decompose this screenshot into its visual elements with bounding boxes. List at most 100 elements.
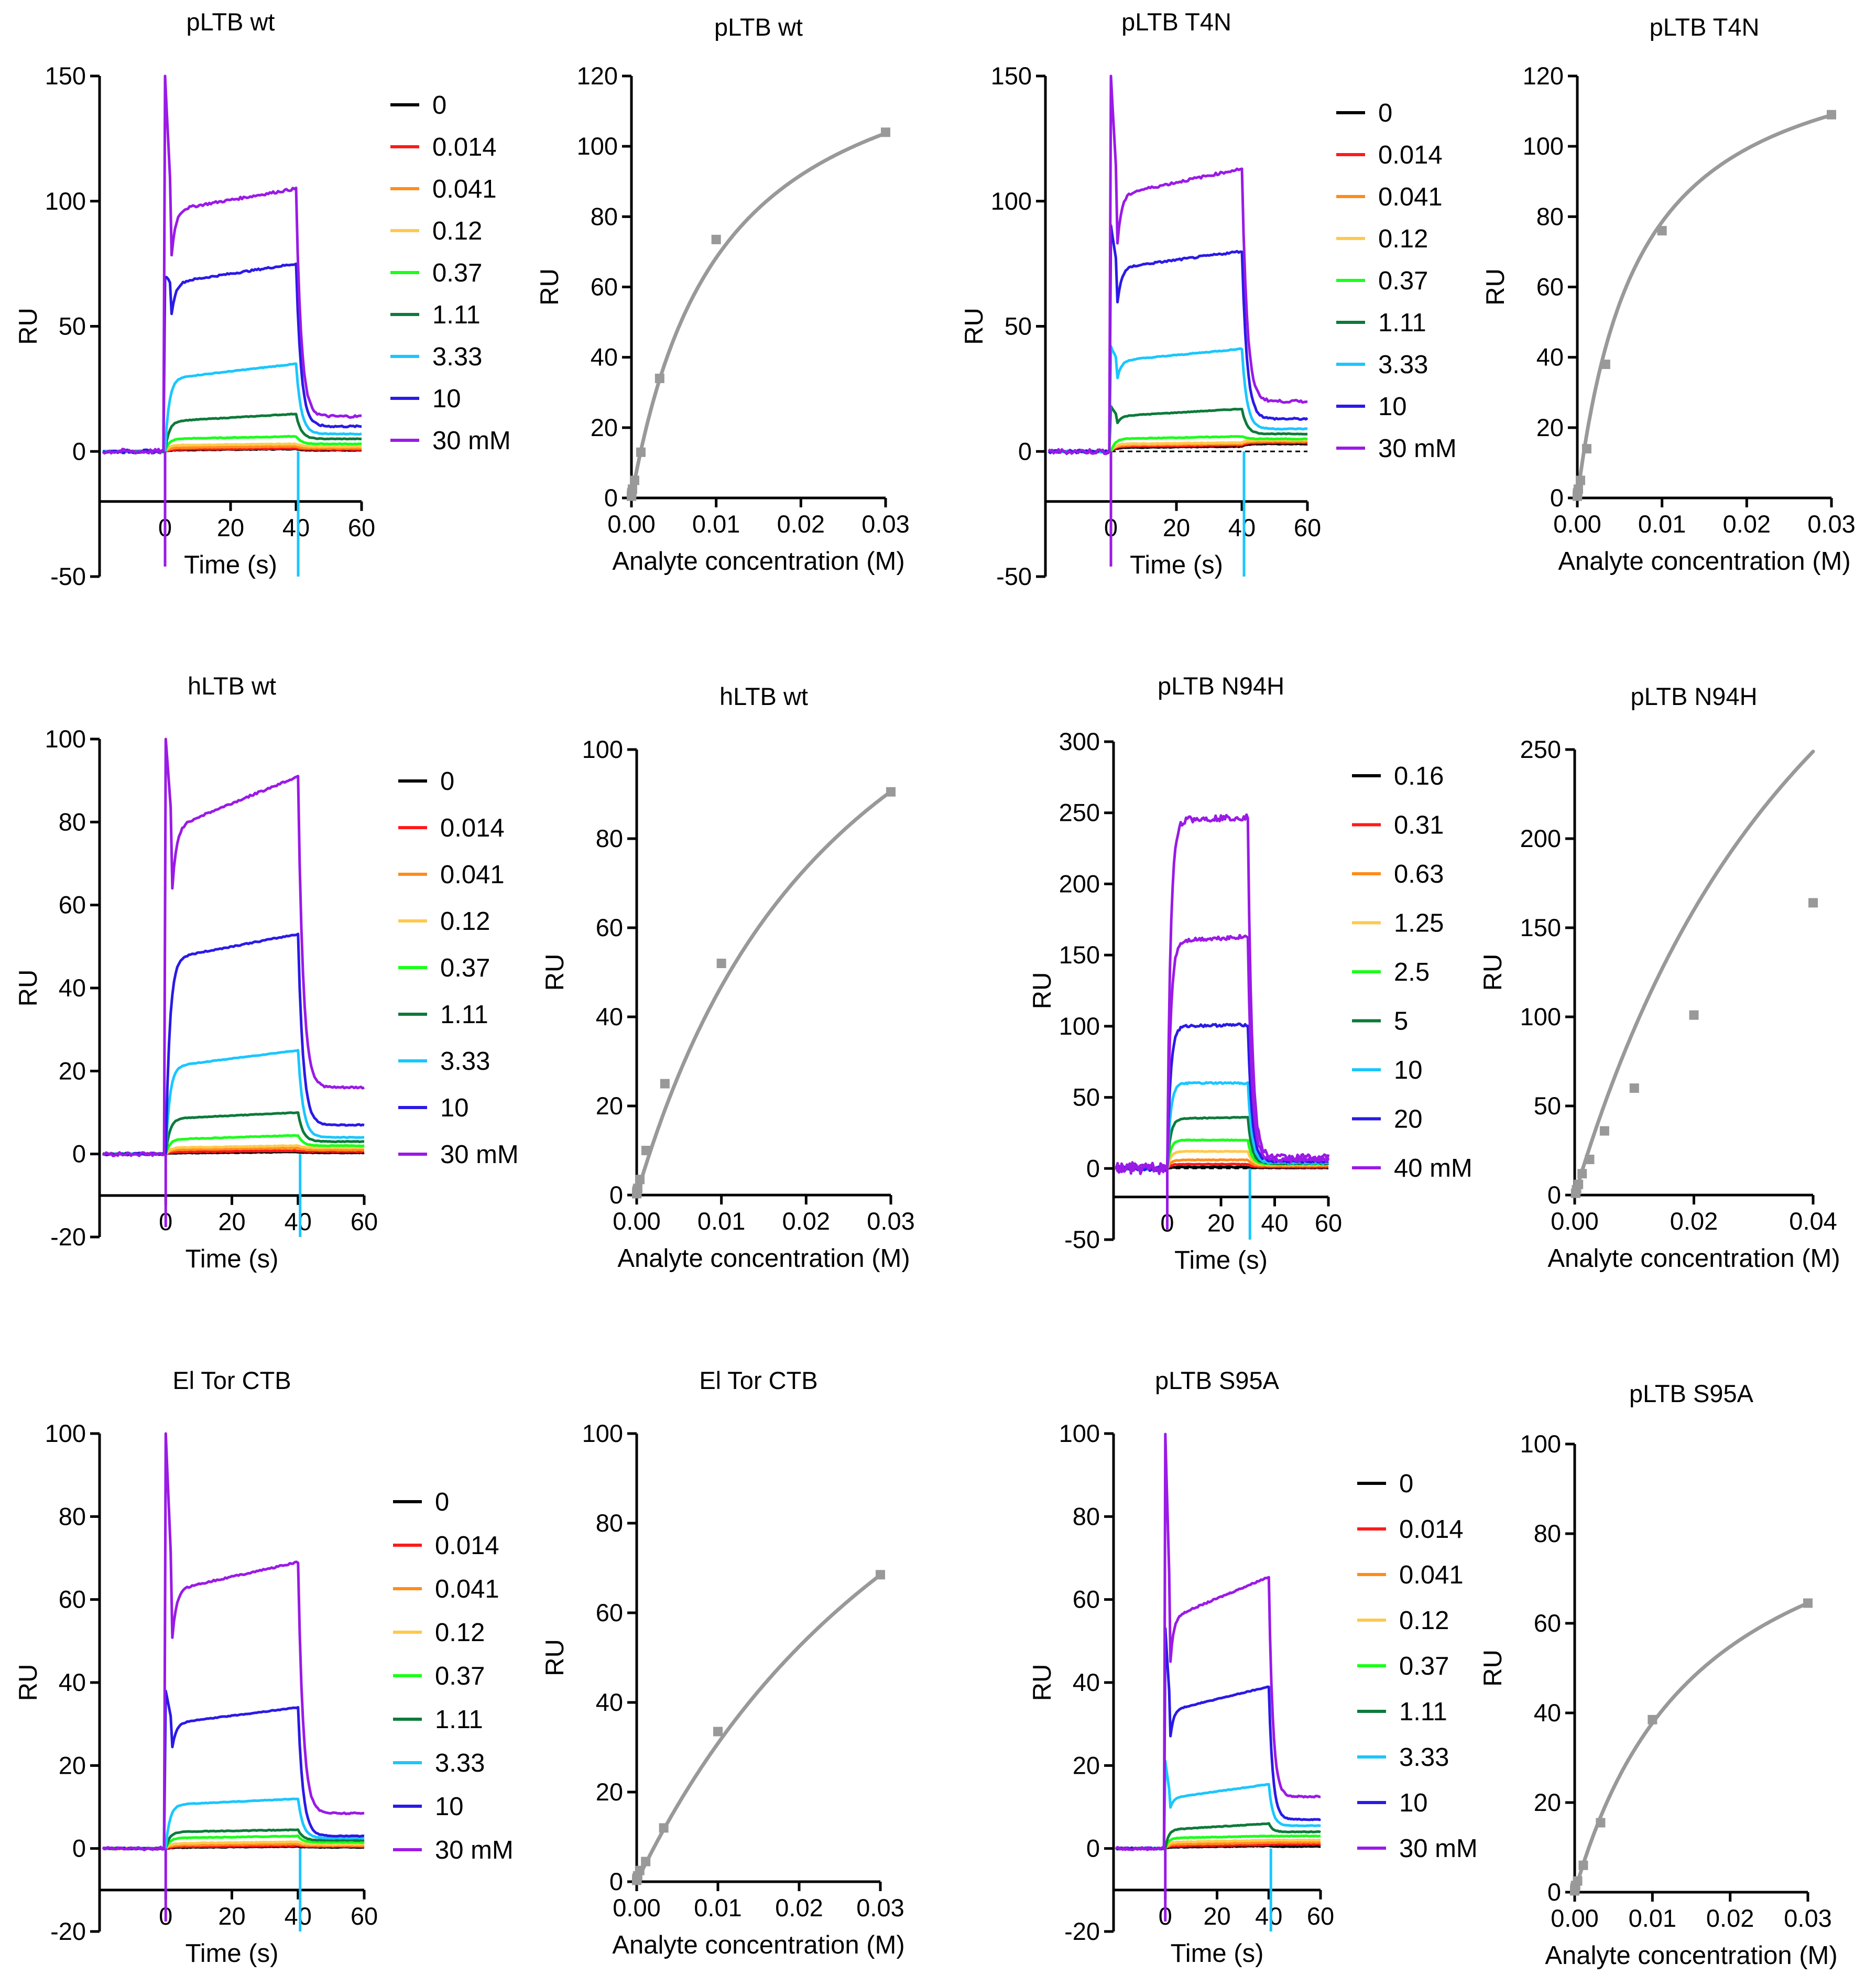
y-tick-label: 120 (1523, 62, 1564, 90)
legend-label: 0.041 (1399, 1561, 1464, 1589)
legend-label: 0 (1378, 99, 1392, 127)
sensorgram-trace (1115, 934, 1330, 1174)
data-point (1577, 1169, 1587, 1179)
x-tick-label: 20 (218, 1902, 245, 1930)
x-axis-label: Time (s) (1171, 1939, 1264, 1968)
x-tick-label: 0.00 (613, 1207, 660, 1235)
sensorgram-trace (103, 1689, 365, 1851)
y-axis-label: RU (536, 268, 564, 306)
data-point (876, 1570, 885, 1580)
y-tick-label: 0 (1547, 1878, 1561, 1906)
data-point (660, 1079, 670, 1089)
y-tick-label: 100 (45, 725, 86, 753)
data-point (641, 1857, 651, 1866)
legend-label: 3.33 (1399, 1743, 1449, 1772)
x-tick-label: 0.01 (1638, 510, 1686, 538)
y-tick-label: 20 (1534, 1788, 1561, 1816)
legend-label: 0.37 (440, 954, 490, 982)
fit-curve (1573, 1601, 1810, 1894)
data-point (1573, 1876, 1583, 1886)
data-point (641, 1146, 651, 1155)
legend-label: 30 mM (1378, 435, 1457, 463)
x-tick-label: 0.00 (1553, 510, 1601, 538)
data-point (1803, 1598, 1813, 1608)
y-tick-label: 150 (991, 62, 1032, 90)
y-tick-label: 40 (59, 974, 86, 1002)
panel-pLTB-wt-sensorgram: pLTB wt-500501001500204060Time (s)RU00.0… (14, 8, 511, 590)
data-point (1599, 1126, 1609, 1136)
y-tick-label: 20 (1073, 1751, 1100, 1779)
legend-label: 1.25 (1394, 909, 1444, 938)
x-axis-label: Analyte concentration (M) (1545, 1941, 1837, 1970)
sensorgram-trace (1115, 1432, 1321, 1851)
x-tick-label: 0.02 (1706, 1904, 1754, 1932)
legend-label: 0 (435, 1488, 449, 1516)
x-tick-label: 0.02 (1670, 1207, 1718, 1235)
data-point (632, 1184, 642, 1193)
x-tick-label: 0.02 (775, 1894, 823, 1922)
legend-label: 10 (1394, 1056, 1423, 1084)
y-tick-label: 60 (1534, 1609, 1561, 1637)
y-tick-label: 100 (577, 132, 618, 160)
legend-label: 20 (1394, 1105, 1423, 1134)
panel-pLTB-N94H-affinity: pLTB N94H 0 50 100 150 200 250 0.00 0.02 0.04 Anal… (1479, 682, 1840, 1273)
y-tick-label: 100 (582, 735, 623, 763)
panel-title: pLTB N94H (1630, 682, 1757, 710)
y-tick-label: 120 (577, 62, 618, 90)
y-tick-label: 80 (1536, 202, 1564, 230)
panel-pLTB-N94H-sensorgram: pLTB N94H-500501001502002503000204060Tim… (1028, 672, 1473, 1275)
panel-title: pLTB wt (714, 13, 803, 41)
x-tick-label: 0.03 (1784, 1904, 1831, 1932)
legend-label: 0.37 (432, 259, 482, 287)
fit-curve (635, 789, 893, 1197)
y-tick-label: -20 (50, 1223, 86, 1251)
legend-label: 1.11 (440, 1001, 488, 1029)
y-tick-label: 50 (1534, 1092, 1561, 1120)
legend-label: 3.33 (1378, 351, 1428, 379)
data-point (636, 447, 646, 457)
x-axis-label: Time (s) (186, 1939, 279, 1968)
legend-label: 0.37 (1378, 267, 1428, 295)
panel-title: El Tor CTB (172, 1366, 291, 1394)
data-point (1573, 484, 1583, 494)
y-tick-label: 60 (1073, 1586, 1100, 1613)
data-point (1657, 226, 1667, 236)
legend-label: 3.33 (432, 343, 482, 371)
panel-pLTB-T4N-affinity: pLTB T4N 0 20 40 60 80 100 120 0.00 0.01 0.02 0.03 A… (1481, 13, 1856, 576)
panel-title: pLTB wt (187, 8, 275, 36)
y-tick-label: 0 (72, 1140, 86, 1168)
y-axis-label: RU (1479, 954, 1507, 991)
panel-title: pLTB T4N (1121, 8, 1231, 36)
legend-label: 0.041 (1378, 183, 1443, 211)
data-point (716, 959, 726, 968)
y-tick-label: -20 (50, 1917, 86, 1945)
data-point (1585, 1155, 1595, 1164)
y-tick-label: 60 (1536, 273, 1564, 301)
data-point (659, 1823, 669, 1833)
data-point (881, 127, 890, 137)
y-tick-label: 0 (1547, 1181, 1561, 1209)
legend-label: 0.16 (1394, 762, 1444, 790)
sensorgram-trace (102, 932, 365, 1157)
y-tick-label: 20 (591, 414, 618, 441)
panel-title: El Tor CTB (699, 1366, 817, 1394)
legend-label: 1.11 (432, 301, 481, 329)
legend-label: 30 mM (432, 427, 511, 455)
legend-label: 3.33 (435, 1749, 485, 1777)
y-tick-label: 100 (45, 1419, 86, 1447)
y-axis-label: RU (1479, 1649, 1507, 1687)
panel-title: pLTB N94H (1158, 672, 1284, 700)
legend-label: 10 (432, 385, 461, 413)
legend-label: 0.014 (1399, 1515, 1464, 1544)
y-tick-label: 0 (1550, 484, 1564, 512)
y-tick-label: 40 (1536, 343, 1564, 371)
sensorgram-trace (1048, 224, 1308, 454)
y-tick-label: 40 (591, 343, 618, 371)
y-axis-label: RU (1481, 268, 1510, 306)
x-tick-label: 40 (285, 1208, 312, 1235)
y-tick-label: 150 (1520, 914, 1561, 941)
x-tick-label: 0.00 (1551, 1207, 1598, 1235)
legend-label: 10 (1378, 393, 1407, 421)
x-axis-label: Time (s) (1174, 1246, 1268, 1275)
panel-hLTB-wt-affinity: hLTB wt 0 20 40 60 80 100 0.00 0.01 0.02 0.03 Analy… (541, 682, 915, 1273)
